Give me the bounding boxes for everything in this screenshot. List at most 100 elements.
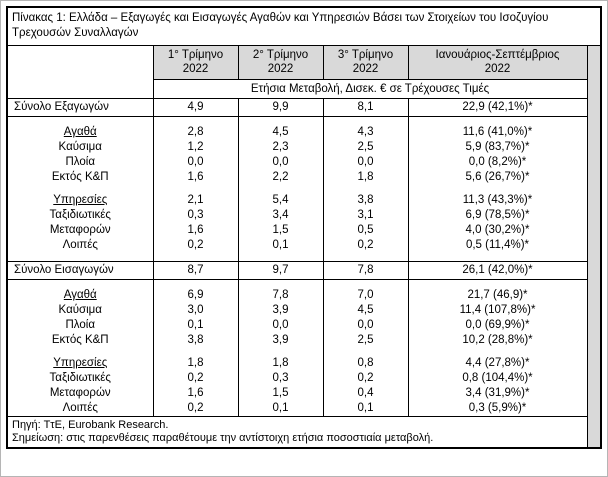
cell-q1: 4,9 <box>152 97 238 117</box>
column-header-q2: 2° Τρίμηνο 2022 <box>237 44 324 80</box>
cell-q1: 8,7 <box>152 260 238 280</box>
cell-ytd: 0,5 (11,4%)* <box>407 237 587 253</box>
row-label: Αγαθά <box>63 289 97 302</box>
right-gray-strip <box>586 45 602 448</box>
cell-q2: 1,5 <box>237 222 323 238</box>
cell-ytd: 4,0 (30,2%)* <box>407 222 587 238</box>
cell-q2: 2,3 <box>237 139 323 155</box>
cell-q2: 1,8 <box>237 355 323 371</box>
cell-ytd: 21,7 (46,9)* <box>407 287 587 303</box>
table-row: Αγαθά 2,8 4,5 4,3 11,6 (41,0%)* <box>7 124 601 140</box>
cell-q1: 6,9 <box>152 287 238 303</box>
row-label: Καύσιμα <box>58 141 102 154</box>
table-row: Ταξιδιωτικές 0,3 3,4 3,1 6,9 (78,5%)* <box>7 207 601 223</box>
spacer-row <box>7 347 601 356</box>
cell-q1: 0,0 <box>152 154 238 170</box>
cell-ytd: 0,8 (104,4%)* <box>407 370 587 386</box>
cell-ytd: 11,3 (43,3%)* <box>407 192 587 208</box>
corner-cell <box>7 45 154 80</box>
cell-q3: 0,4 <box>322 385 408 401</box>
cell-q3: 0,5 <box>322 222 408 238</box>
trade-table: Πίνακας 1: Ελλάδα – Εξαγωγές και Εισαγωγ… <box>6 6 603 449</box>
cell-q1: 0,2 <box>152 237 238 253</box>
table-row: Μεταφορών 1,6 1,5 0,5 4,0 (30,2%)* <box>7 222 601 238</box>
table-row: Ταξιδιωτικές 0,2 0,3 0,2 0,8 (104,4%)* <box>7 370 601 386</box>
cell-q3: 4,3 <box>322 124 408 140</box>
cell-q2: 9,9 <box>237 97 323 117</box>
title-row: Πίνακας 1: Ελλάδα – Εξαγωγές και Εισαγωγ… <box>7 7 602 46</box>
table-row-total-exports: Σύνολο Εξαγωγών 4,9 9,9 8,1 22,9 (42,1%)… <box>7 97 601 117</box>
cell-q2: 7,8 <box>237 287 323 303</box>
cell-q1: 0,2 <box>152 370 238 386</box>
table-row: Υπηρεσίες 1,8 1,8 0,8 4,4 (27,8%)* <box>7 355 601 371</box>
cell-ytd: 3,4 (31,9%)* <box>407 385 587 401</box>
row-label: Εκτός Κ&Π <box>51 171 109 184</box>
cell-ytd: 11,4 (107,8%)* <box>407 302 587 318</box>
table-row: Λοιπές 0,2 0,1 0,2 0,5 (11,4%)* <box>7 237 601 253</box>
cell-q3: 7,8 <box>322 260 408 280</box>
cell-ytd: 22,9 (42,1%)* <box>407 97 587 117</box>
cell-ytd: 0,0 (69,9%)* <box>407 317 587 333</box>
cell-q2: 3,9 <box>237 332 323 348</box>
units-subheader: Ετήσια Μεταβολή, Δισεκ. € σε Τρέχουσες Τ… <box>152 79 587 99</box>
row-label: Σύνολο Εισαγωγών <box>7 260 153 280</box>
cell-q3: 1,8 <box>322 169 408 185</box>
column-header-ytd: Ιανουάριος-Σεπτέμβριος 2022 <box>407 44 588 80</box>
cell-q1: 0,3 <box>152 207 238 223</box>
cell-q1: 3,8 <box>152 332 238 348</box>
table-row: Εκτός Κ&Π 3,8 3,9 2,5 10,2 (28,8%)* <box>7 332 601 348</box>
cell-q3: 0,8 <box>322 355 408 371</box>
cell-q2: 2,2 <box>237 169 323 185</box>
row-label: Καύσιμα <box>58 304 102 317</box>
cell-q3: 2,5 <box>322 332 408 348</box>
source-note: Πηγή: ΤτΕ, Eurobank Research. <box>7 415 587 431</box>
row-label: Πλοία <box>65 319 95 332</box>
cell-ytd: 26,1 (42,0%)* <box>407 260 587 280</box>
table-row: Καύσιμα 3,0 3,9 4,5 11,4 (107,8%)* <box>7 302 601 318</box>
row-label: Πλοία <box>65 156 95 169</box>
cell-q1: 1,2 <box>152 139 238 155</box>
spacer-row <box>7 252 601 262</box>
cell-q3: 0,2 <box>322 370 408 386</box>
table-row: Μεταφορών 1,6 1,5 0,4 3,4 (31,9%)* <box>7 385 601 401</box>
spacer-row <box>7 279 601 288</box>
cell-q2: 9,7 <box>237 260 323 280</box>
cell-q2: 1,5 <box>237 385 323 401</box>
method-note: Σημείωση: στις παρενθέσεις παραθέτουμε τ… <box>12 431 434 444</box>
cell-q1: 1,8 <box>152 355 238 371</box>
cell-q1: 3,0 <box>152 302 238 318</box>
spacer-row <box>7 184 601 193</box>
footer-source-row: Πηγή: ΤτΕ, Eurobank Research. <box>7 415 601 431</box>
cell-ytd: 11,6 (41,0%)* <box>407 124 587 140</box>
cell-q1: 1,6 <box>152 385 238 401</box>
cell-q2: 0,0 <box>237 317 323 333</box>
cell-q2: 0,1 <box>237 400 323 417</box>
cell-q3: 0,0 <box>322 317 408 333</box>
cell-q2: 0,0 <box>237 154 323 170</box>
table-row: Λοιπές 0,2 0,1 0,1 0,3 (5,9%)* <box>7 400 601 417</box>
cell-q1: 0,1 <box>152 317 238 333</box>
table-row: Αγαθά 6,9 7,8 7,0 21,7 (46,9)* <box>7 287 601 303</box>
row-label: Σύνολο Εξαγωγών <box>7 97 153 117</box>
footer-note-row: Σημείωση: στις παρενθέσεις παραθέτουμε τ… <box>7 431 601 448</box>
row-label: Λοιπές <box>62 402 98 415</box>
cell-q2: 5,4 <box>237 192 323 208</box>
cell-ytd: 6,9 (78,5%)* <box>407 207 587 223</box>
row-label: Ταξιδιωτικές <box>49 209 111 222</box>
cell-q1: 2,1 <box>152 192 238 208</box>
cell-q3: 2,5 <box>322 139 408 155</box>
column-header-q1: 1° Τρίμηνο 2022 <box>152 44 239 80</box>
subheader-row: Ετήσια Μεταβολή, Δισεκ. € σε Τρέχουσες Τ… <box>7 79 601 99</box>
cell-q2: 3,4 <box>237 207 323 223</box>
cell-q2: 4,5 <box>237 124 323 140</box>
cell-q2: 0,1 <box>237 237 323 253</box>
cell-ytd: 5,6 (26,7%)* <box>407 169 587 185</box>
cell-ytd: 10,2 (28,8%)* <box>407 332 587 348</box>
table-row: Υπηρεσίες 2,1 5,4 3,8 11,3 (43,3%)* <box>7 192 601 208</box>
row-label: Αγαθά <box>63 126 97 139</box>
row-label: Ταξιδιωτικές <box>49 372 111 385</box>
empty-cell <box>7 79 153 98</box>
cell-q3: 4,5 <box>322 302 408 318</box>
table-row: Καύσιμα 1,2 2,3 2,5 5,9 (83,7%)* <box>7 139 601 155</box>
